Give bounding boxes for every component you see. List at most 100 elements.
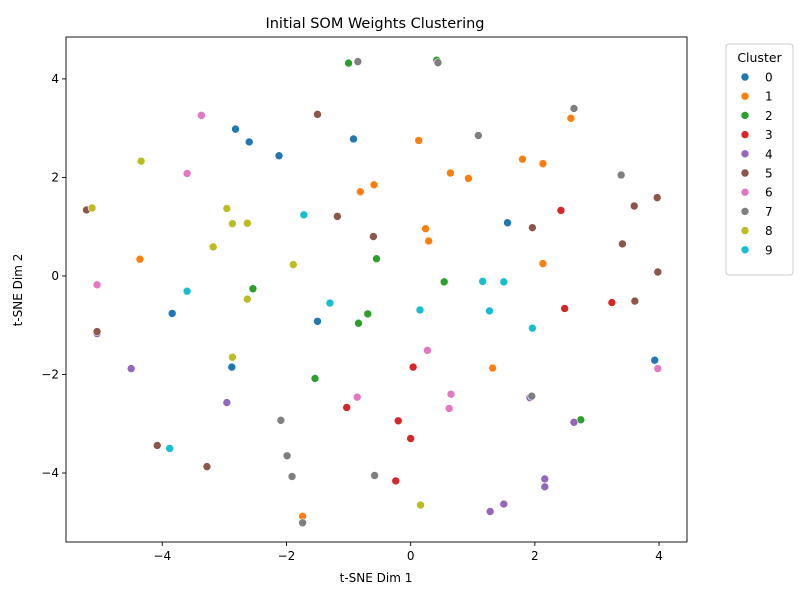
y-tick-label: 4 [51, 72, 59, 86]
point-cluster-7 [276, 416, 286, 425]
point-cluster-9 [165, 444, 175, 453]
point-cluster-6 [182, 169, 192, 178]
point-cluster-5 [313, 110, 322, 119]
point-cluster-2 [363, 309, 373, 319]
legend-label-5: 5 [765, 167, 773, 181]
legend-marker-5 [740, 168, 750, 178]
point-cluster-9 [485, 306, 494, 316]
point-cluster-1 [464, 174, 473, 183]
point-cluster-7 [370, 471, 379, 480]
legend-label-1: 1 [765, 90, 773, 104]
x-axis-ticks: −4 −2 0 2 4 [153, 542, 663, 563]
legend-label-2: 2 [765, 109, 773, 123]
point-cluster-9 [299, 210, 309, 220]
legend-items: 0 1 2 3 4 5 6 7 8 9 [740, 71, 773, 257]
point-cluster-1 [424, 236, 433, 246]
point-cluster-3 [408, 362, 418, 372]
legend-label-6: 6 [765, 186, 773, 200]
y-tick-label: −4 [41, 466, 59, 480]
legend-marker-6 [740, 187, 750, 197]
plot-area-frame [65, 36, 688, 543]
legend-marker-0 [740, 72, 750, 82]
y-tick-label: 2 [51, 170, 59, 184]
point-cluster-5 [618, 239, 627, 249]
point-cluster-1 [421, 224, 430, 233]
point-cluster-4 [485, 507, 495, 516]
point-cluster-1 [488, 363, 497, 373]
point-cluster-0 [503, 218, 512, 228]
point-cluster-9 [415, 305, 425, 315]
point-cluster-0 [244, 137, 254, 147]
point-cluster-6 [197, 111, 206, 120]
point-cluster-1 [518, 154, 527, 164]
point-cluster-6 [352, 392, 362, 402]
legend-marker-8 [740, 226, 750, 235]
point-cluster-0 [227, 362, 237, 372]
point-cluster-0 [167, 309, 177, 318]
x-tick-label: −4 [153, 549, 171, 563]
point-cluster-4 [222, 398, 232, 407]
point-cluster-8 [288, 260, 298, 269]
point-cluster-3 [342, 403, 351, 412]
point-cluster-7 [474, 131, 483, 140]
point-cluster-9 [478, 277, 487, 286]
legend-marker-7 [740, 207, 750, 216]
legend-marker-1 [740, 91, 750, 101]
point-cluster-1 [369, 180, 379, 190]
point-cluster-9 [528, 323, 537, 333]
legend-label-9: 9 [765, 243, 773, 257]
point-cluster-6 [444, 404, 454, 413]
point-cluster-2 [439, 277, 449, 287]
x-tick-label: −2 [278, 549, 296, 563]
x-tick-label: 2 [531, 549, 539, 563]
point-cluster-3 [406, 434, 415, 443]
point-cluster-4 [569, 417, 579, 427]
point-cluster-3 [393, 416, 403, 426]
point-cluster-8 [228, 352, 237, 362]
point-cluster-0 [313, 316, 322, 326]
point-cluster-7 [353, 57, 363, 66]
point-cluster-1 [135, 254, 145, 264]
legend-label-0: 0 [765, 71, 773, 85]
point-cluster-5 [653, 267, 663, 277]
legend-marker-4 [740, 149, 750, 159]
point-cluster-6 [653, 364, 663, 373]
point-cluster-3 [391, 476, 401, 486]
point-cluster-8 [243, 294, 252, 304]
legend-marker-3 [740, 130, 750, 139]
chart-title: Initial SOM Weights Clustering [265, 16, 484, 32]
point-cluster-7 [569, 104, 579, 113]
point-cluster-6 [423, 346, 432, 355]
point-cluster-3 [607, 298, 617, 307]
point-cluster-1 [414, 136, 424, 145]
point-cluster-5 [333, 212, 342, 221]
point-cluster-5 [629, 201, 639, 211]
point-cluster-1 [566, 113, 576, 123]
legend-title: Cluster [737, 50, 782, 65]
x-tick-label: 4 [655, 549, 663, 563]
point-cluster-4 [126, 364, 136, 373]
point-cluster-1 [446, 168, 455, 178]
point-cluster-9 [325, 298, 335, 308]
point-cluster-5 [369, 232, 378, 241]
y-tick-label: 0 [51, 269, 59, 283]
point-cluster-9 [182, 286, 192, 296]
y-axis-ticks: −4 −2 0 2 4 [41, 72, 66, 480]
point-cluster-0 [231, 124, 240, 134]
point-cluster-2 [310, 374, 320, 383]
point-cluster-8 [228, 219, 237, 229]
legend: Cluster 0 1 2 3 4 5 6 7 8 9 [725, 43, 794, 276]
point-cluster-8 [416, 500, 425, 510]
point-cluster-8 [136, 156, 146, 166]
point-cluster-7 [616, 170, 626, 180]
point-cluster-6 [446, 389, 456, 399]
point-cluster-7 [282, 451, 292, 461]
point-cluster-0 [650, 355, 660, 365]
point-cluster-1 [538, 159, 548, 168]
point-cluster-4 [540, 474, 550, 484]
x-tick-label: 0 [407, 549, 415, 563]
point-cluster-1 [538, 259, 548, 268]
point-cluster-4 [540, 482, 550, 492]
